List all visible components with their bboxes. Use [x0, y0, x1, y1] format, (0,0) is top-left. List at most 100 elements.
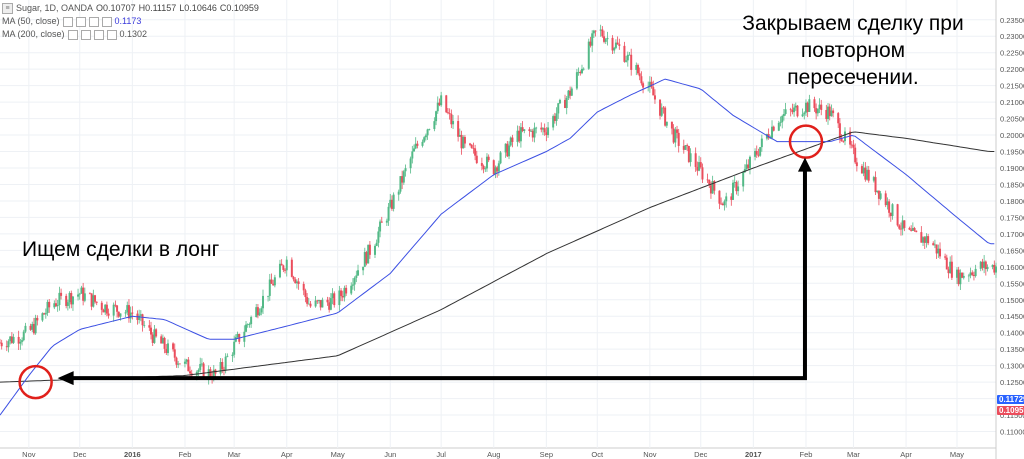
candle-body — [767, 134, 770, 138]
open-value: O0.10707 — [96, 3, 136, 13]
candle-body — [367, 244, 370, 264]
candle-body — [616, 42, 619, 45]
more-icon[interactable] — [106, 29, 117, 40]
candle-body — [246, 324, 249, 326]
candle-body — [19, 341, 22, 344]
candle-body — [961, 272, 964, 278]
candle-body — [21, 340, 24, 342]
candle-body — [469, 143, 472, 145]
candle-body — [270, 279, 273, 284]
ma200-label: MA (200, close) — [2, 29, 65, 39]
candle-body — [983, 261, 986, 268]
candle-body — [114, 304, 117, 306]
candle-body — [843, 131, 846, 142]
settings-icon[interactable] — [75, 16, 86, 27]
candle-body — [577, 71, 580, 73]
close-icon[interactable] — [88, 16, 99, 27]
candle-body — [7, 341, 10, 348]
candle-body — [662, 107, 665, 109]
candle-body — [487, 156, 490, 161]
candle-body — [993, 264, 996, 273]
candle-body — [580, 68, 583, 74]
candle-body — [127, 305, 130, 319]
candle-body — [677, 132, 680, 146]
candle-body — [380, 221, 383, 223]
candle-body — [413, 148, 416, 152]
candle-body — [95, 301, 98, 303]
candle-body — [435, 111, 438, 122]
candle-body — [684, 145, 687, 150]
more-icon[interactable] — [101, 16, 112, 27]
x-tick-label: Apr — [281, 450, 293, 459]
candle-body — [759, 147, 762, 156]
candle-body — [945, 257, 948, 270]
candle-body — [399, 176, 402, 192]
candle-body — [321, 299, 324, 308]
candle-body — [922, 237, 925, 243]
candle-body — [66, 302, 69, 306]
candle-body — [166, 343, 169, 353]
candle-body — [402, 171, 405, 183]
candle-body — [117, 311, 120, 317]
candle-body — [972, 274, 975, 276]
candle-body — [353, 277, 356, 285]
candle-body — [842, 141, 845, 142]
candle-body — [743, 169, 746, 173]
candle-body — [365, 252, 368, 264]
candle-body — [867, 169, 870, 181]
candle-body — [748, 156, 751, 169]
candle-body — [910, 229, 913, 231]
candle-body — [250, 316, 253, 325]
candle-body — [71, 296, 74, 305]
candle-body — [351, 284, 354, 286]
collapse-icon[interactable]: ≡ — [2, 3, 13, 14]
candle-body — [732, 182, 735, 200]
eye-icon[interactable] — [62, 16, 73, 27]
close-icon[interactable] — [93, 29, 104, 40]
candle-body — [329, 298, 332, 310]
candle-body — [368, 244, 371, 255]
candle-body — [105, 304, 108, 314]
candle-body — [840, 138, 843, 142]
candle-body — [635, 65, 638, 70]
candle-body — [411, 151, 414, 159]
x-tick-label: Mar — [228, 450, 241, 459]
settings-icon[interactable] — [80, 29, 91, 40]
candle-body — [41, 313, 44, 321]
candle-body — [564, 99, 567, 108]
candle-body — [219, 361, 222, 374]
candle-body — [426, 129, 429, 136]
candle-body — [207, 369, 210, 379]
candle-body — [285, 259, 288, 271]
candle-body — [143, 325, 146, 327]
candle-body — [937, 248, 940, 254]
candle-body — [317, 300, 320, 301]
candle-body — [708, 179, 711, 186]
symbol-row: ≡ Sugar, 1D, OANDA O0.10707 H0.11157 L0.… — [2, 2, 259, 15]
candle-body — [886, 201, 889, 206]
candle-body — [614, 42, 617, 48]
candle-body — [31, 323, 34, 330]
candle-body — [482, 165, 485, 170]
candle-body — [849, 131, 852, 145]
candle-body — [90, 293, 93, 307]
candle-body — [363, 252, 366, 267]
candle-body — [552, 116, 555, 128]
candle-body — [226, 355, 229, 357]
candle-body — [212, 369, 215, 380]
candle-body — [813, 99, 816, 109]
candle-body — [5, 346, 8, 348]
arrow-line — [71, 167, 807, 381]
candle-body — [284, 269, 287, 271]
candle-body — [652, 87, 655, 96]
candle-body — [877, 190, 880, 199]
eye-icon[interactable] — [67, 29, 78, 40]
x-tick-label: Nov — [643, 450, 657, 459]
candle-body — [706, 179, 709, 181]
candle-body — [689, 153, 692, 162]
